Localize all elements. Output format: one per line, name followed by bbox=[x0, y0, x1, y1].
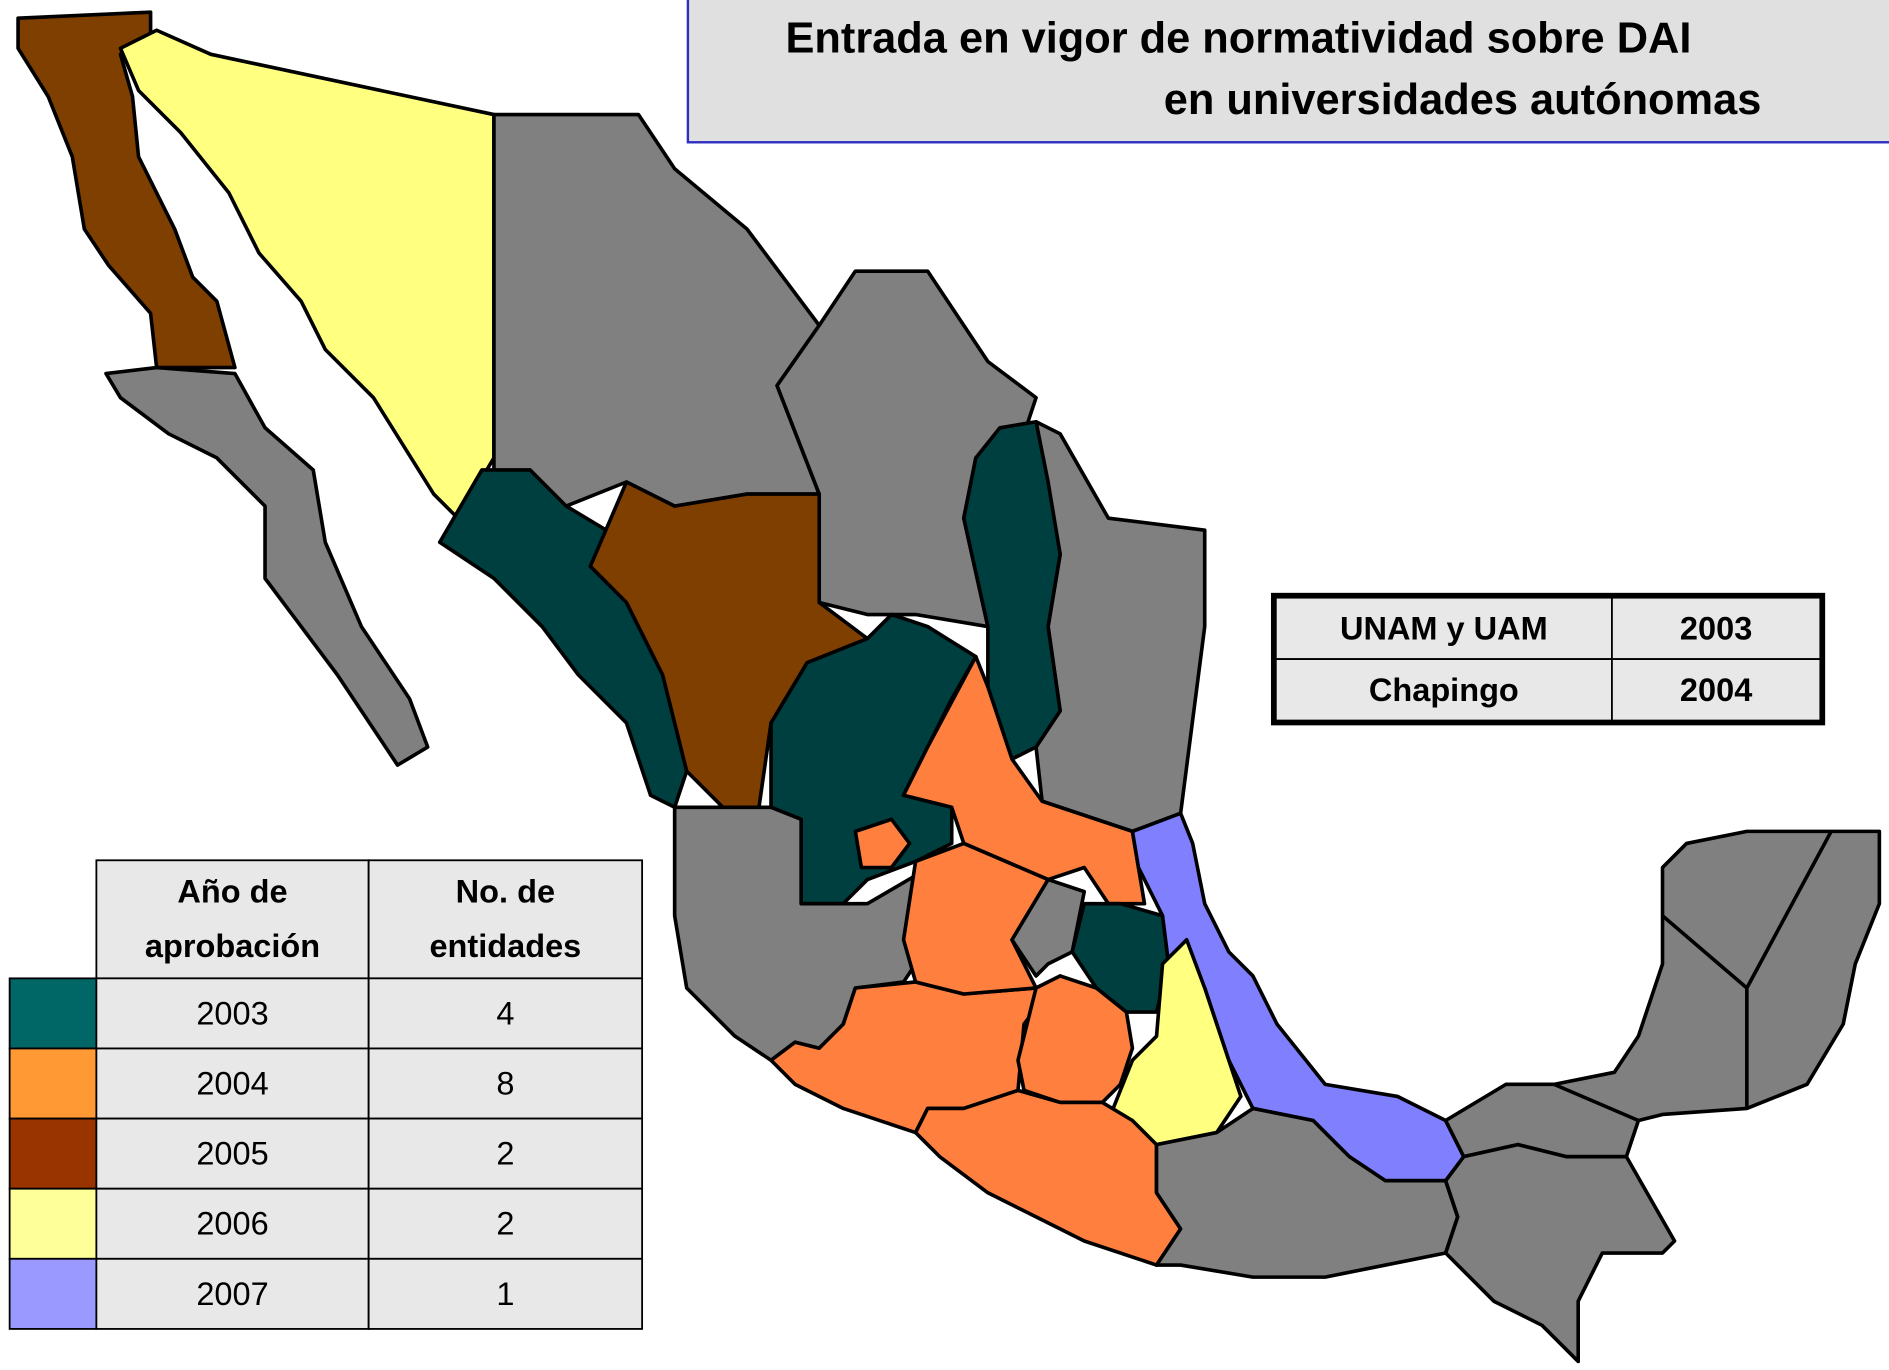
title-line: Entrada en vigor de normatividad sobre D… bbox=[785, 15, 1691, 63]
table-cell-text: 2 bbox=[496, 1136, 514, 1172]
table-cell bbox=[95, 859, 370, 980]
table-cell bbox=[367, 1187, 644, 1260]
table-cell bbox=[367, 1257, 644, 1330]
table-cell-text: 1 bbox=[496, 1276, 514, 1312]
table-header: aprobación bbox=[145, 928, 320, 964]
table-cell bbox=[367, 859, 644, 980]
table-cell-text: 2006 bbox=[196, 1206, 268, 1242]
table-cell-text: 2004 bbox=[196, 1066, 268, 1102]
table-cell-text: 8 bbox=[496, 1066, 514, 1102]
title-box: Entrada en vigor de normatividad sobre D… bbox=[686, 0, 1889, 144]
table-cell-text: 2007 bbox=[196, 1276, 268, 1312]
federal-table: UNAM y UAM 2003 Chapingo 2004 bbox=[1270, 592, 1826, 726]
region bbox=[901, 841, 1050, 996]
region bbox=[118, 28, 496, 520]
region bbox=[104, 365, 430, 767]
region bbox=[1016, 974, 1135, 1105]
table-cell-text: 2003 bbox=[1680, 610, 1752, 646]
table-cell bbox=[367, 1117, 644, 1190]
table-cell-text: 2003 bbox=[196, 995, 268, 1031]
table-header: entidades bbox=[429, 928, 581, 964]
map bbox=[16, 10, 1882, 1364]
table-cell bbox=[95, 1257, 370, 1330]
table-cell bbox=[367, 977, 644, 1050]
legend-table: Año de aprobación No. de entidades 2003 4 2004… bbox=[8, 859, 644, 1330]
table-header: No. de bbox=[456, 874, 555, 910]
legend-swatch bbox=[8, 1187, 98, 1260]
table-cell bbox=[367, 1047, 644, 1120]
table-cell bbox=[1274, 596, 1613, 661]
region bbox=[1034, 419, 1207, 834]
region bbox=[492, 112, 822, 508]
table-cell-text: 4 bbox=[496, 995, 514, 1031]
table-cell bbox=[1611, 596, 1822, 661]
table-cell-text: UNAM y UAM bbox=[1340, 610, 1548, 646]
legend-swatch bbox=[8, 1117, 98, 1190]
region bbox=[853, 817, 912, 870]
region bbox=[1552, 829, 1882, 1123]
table-cell-text: Chapingo bbox=[1369, 672, 1519, 708]
title-line: en universidades autónomas bbox=[1164, 76, 1762, 124]
table-cell bbox=[1274, 658, 1613, 722]
table-cell-text: 2 bbox=[496, 1206, 514, 1242]
table-cell-text: 2005 bbox=[196, 1136, 268, 1172]
legend-swatch bbox=[8, 1257, 98, 1330]
legend-swatch bbox=[8, 1047, 98, 1120]
table-border bbox=[1270, 592, 1826, 726]
table-cell bbox=[1611, 658, 1822, 722]
region bbox=[1443, 1142, 1677, 1364]
title-background bbox=[686, 0, 1889, 144]
legend-swatch bbox=[8, 977, 98, 1050]
region-border bbox=[1661, 830, 1833, 1109]
region bbox=[1070, 901, 1171, 1014]
table-cell bbox=[95, 1117, 370, 1190]
table-header: Año de bbox=[177, 874, 287, 910]
table-cell-text: 2004 bbox=[1680, 672, 1752, 708]
region bbox=[961, 419, 1062, 761]
table-cell bbox=[95, 977, 370, 1050]
